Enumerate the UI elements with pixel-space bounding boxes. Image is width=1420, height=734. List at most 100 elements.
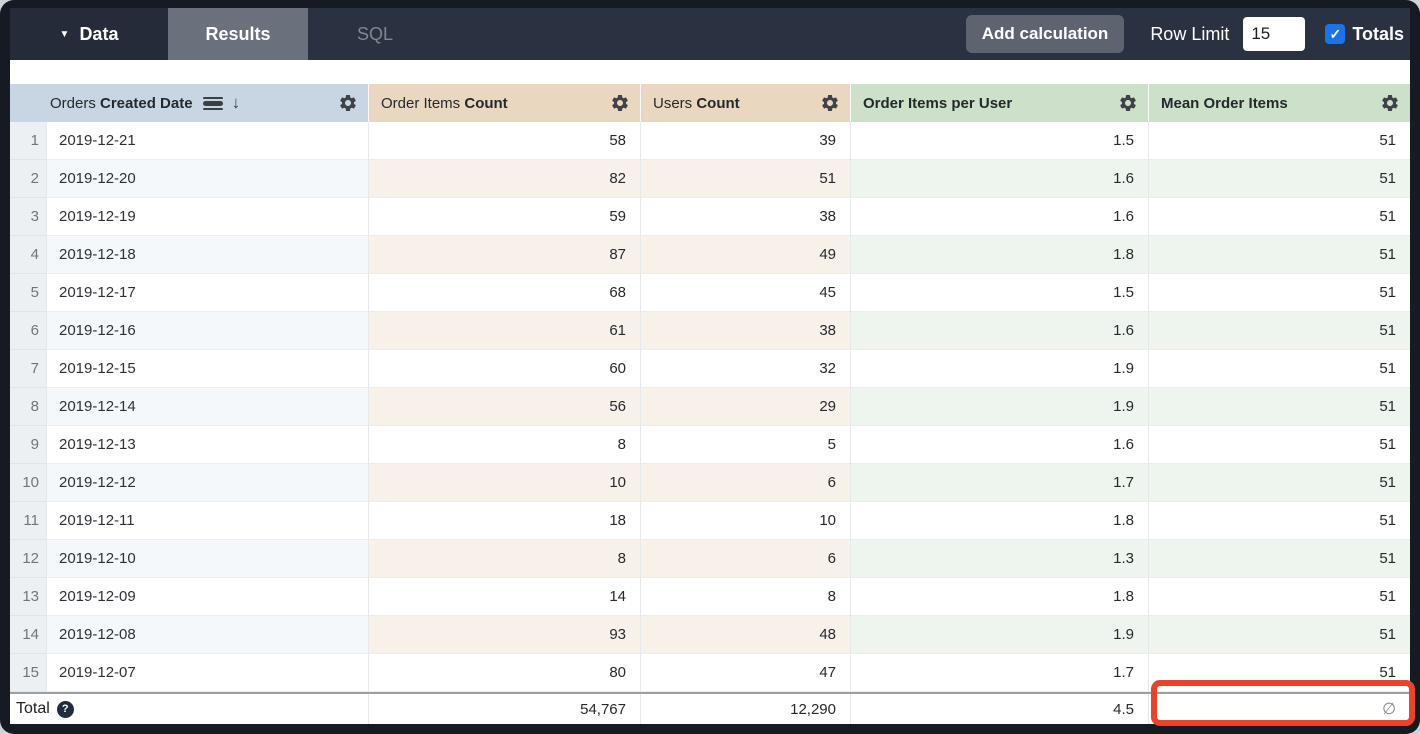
cell-order-items-per-user[interactable]: 1.9 [850,616,1148,654]
cell-users-count[interactable]: 51 [640,160,850,198]
cell-order-items-per-user[interactable]: 1.7 [850,464,1148,502]
column-header-mean-order-items[interactable]: Mean Order Items [1148,84,1410,122]
column-settings-gear-icon[interactable] [338,93,358,113]
data-section-toggle[interactable]: ▼ Data [10,8,168,60]
row-number: 15 [10,654,46,692]
cell-orders-created-date[interactable]: 2019-12-19 [46,198,368,236]
cell-order-items-per-user[interactable]: 1.6 [850,426,1148,464]
cell-order-items-per-user[interactable]: 1.9 [850,388,1148,426]
totals-checkbox[interactable]: ✓ [1325,24,1346,44]
cell-order-items-per-user[interactable]: 1.6 [850,312,1148,350]
cell-order-items-count[interactable]: 80 [368,654,640,692]
cell-users-count[interactable]: 38 [640,198,850,236]
help-icon[interactable]: ? [56,700,74,718]
cell-order-items-per-user[interactable]: 1.8 [850,236,1148,274]
cell-orders-created-date[interactable]: 2019-12-14 [46,388,368,426]
tab-sql[interactable]: SQL [308,8,442,60]
cell-order-items-count[interactable]: 82 [368,160,640,198]
cell-orders-created-date[interactable]: 2019-12-13 [46,426,368,464]
row-number: 14 [10,616,46,654]
cell-order-items-count[interactable]: 59 [368,198,640,236]
cell-mean-order-items[interactable]: 51 [1148,274,1410,312]
cell-mean-order-items[interactable]: 51 [1148,540,1410,578]
cell-order-items-per-user[interactable]: 1.8 [850,502,1148,540]
cell-order-items-per-user[interactable]: 1.9 [850,350,1148,388]
cell-mean-order-items[interactable]: 51 [1148,616,1410,654]
cell-order-items-per-user[interactable]: 1.8 [850,578,1148,616]
cell-order-items-per-user[interactable]: 1.6 [850,160,1148,198]
cell-orders-created-date[interactable]: 2019-12-18 [46,236,368,274]
cell-order-items-count[interactable]: 68 [368,274,640,312]
cell-users-count[interactable]: 38 [640,312,850,350]
cell-orders-created-date[interactable]: 2019-12-17 [46,274,368,312]
cell-users-count[interactable]: 6 [640,540,850,578]
cell-order-items-count[interactable]: 61 [368,312,640,350]
cell-order-items-per-user[interactable]: 1.3 [850,540,1148,578]
cell-mean-order-items[interactable]: 51 [1148,578,1410,616]
cell-orders-created-date[interactable]: 2019-12-16 [46,312,368,350]
cell-order-items-count[interactable]: 58 [368,122,640,160]
cell-orders-created-date[interactable]: 2019-12-20 [46,160,368,198]
row-number: 3 [10,198,46,236]
cell-orders-created-date[interactable]: 2019-12-15 [46,350,368,388]
cell-mean-order-items[interactable]: 51 [1148,160,1410,198]
cell-users-count[interactable]: 45 [640,274,850,312]
cell-orders-created-date[interactable]: 2019-12-21 [46,122,368,160]
cell-order-items-count[interactable]: 10 [368,464,640,502]
cell-mean-order-items[interactable]: 51 [1148,464,1410,502]
cell-users-count[interactable]: 5 [640,426,850,464]
column-settings-gear-icon[interactable] [610,93,630,113]
cell-users-count[interactable]: 48 [640,616,850,654]
column-label: Count [696,94,740,112]
cell-users-count[interactable]: 49 [640,236,850,274]
cell-orders-created-date[interactable]: 2019-12-08 [46,616,368,654]
cell-users-count[interactable]: 29 [640,388,850,426]
cell-mean-order-items[interactable]: 51 [1148,236,1410,274]
cell-order-items-count[interactable]: 56 [368,388,640,426]
column-settings-gear-icon[interactable] [820,93,840,113]
column-settings-gear-icon[interactable] [1380,93,1400,113]
column-header-users-count[interactable]: Users Count [640,84,850,122]
cell-users-count[interactable]: 32 [640,350,850,388]
cell-order-items-count[interactable]: 18 [368,502,640,540]
cell-users-count[interactable]: 39 [640,122,850,160]
column-settings-gear-icon[interactable] [1118,93,1138,113]
row-limit-input[interactable] [1243,17,1306,51]
cell-order-items-per-user[interactable]: 1.5 [850,122,1148,160]
cell-orders-created-date[interactable]: 2019-12-12 [46,464,368,502]
cell-mean-order-items[interactable]: 51 [1148,426,1410,464]
column-header-order-items-count[interactable]: Order Items Count [368,84,640,122]
cell-order-items-count[interactable]: 8 [368,426,640,464]
column-label: Order Items per User [863,94,1013,112]
column-header-orders-created-date[interactable]: Orders Created Date ↓ [10,84,368,122]
cell-orders-created-date[interactable]: 2019-12-07 [46,654,368,692]
cell-order-items-per-user[interactable]: 1.7 [850,654,1148,692]
table-row: 7 2019-12-15 60 32 1.9 51 [10,350,1410,388]
cell-mean-order-items[interactable]: 51 [1148,122,1410,160]
tab-results[interactable]: Results [168,8,308,60]
column-header-order-items-per-user[interactable]: Order Items per User [850,84,1148,122]
cell-users-count[interactable]: 6 [640,464,850,502]
cell-order-items-count[interactable]: 93 [368,616,640,654]
cell-order-items-count[interactable]: 8 [368,540,640,578]
cell-users-count[interactable]: 10 [640,502,850,540]
cell-users-count[interactable]: 8 [640,578,850,616]
cell-orders-created-date[interactable]: 2019-12-11 [46,502,368,540]
add-calculation-button[interactable]: Add calculation [965,15,1125,53]
cell-mean-order-items[interactable]: 51 [1148,388,1410,426]
cell-users-count[interactable]: 47 [640,654,850,692]
caret-down-icon: ▼ [59,28,70,40]
cell-mean-order-items[interactable]: 51 [1148,654,1410,692]
cell-mean-order-items[interactable]: 51 [1148,312,1410,350]
cell-mean-order-items[interactable]: 51 [1148,350,1410,388]
cell-order-items-per-user[interactable]: 1.5 [850,274,1148,312]
cell-mean-order-items[interactable]: 51 [1148,502,1410,540]
cell-orders-created-date[interactable]: 2019-12-09 [46,578,368,616]
cell-order-items-count[interactable]: 60 [368,350,640,388]
cell-order-items-count[interactable]: 87 [368,236,640,274]
cell-order-items-per-user[interactable]: 1.6 [850,198,1148,236]
cell-orders-created-date[interactable]: 2019-12-10 [46,540,368,578]
cell-mean-order-items[interactable]: 51 [1148,198,1410,236]
cell-order-items-count[interactable]: 14 [368,578,640,616]
row-limit-label: Row Limit [1150,23,1230,44]
